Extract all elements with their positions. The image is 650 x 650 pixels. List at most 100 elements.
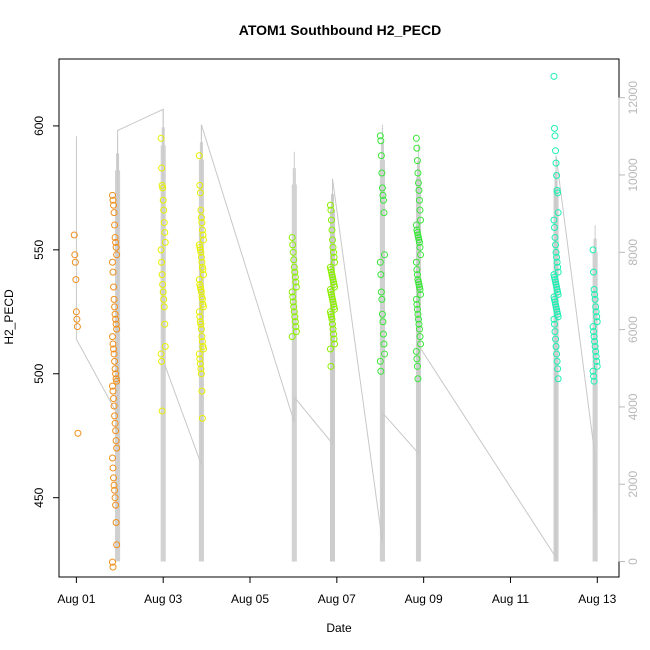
data-point: [109, 563, 117, 571]
data-point: [592, 347, 600, 355]
data-point: [414, 310, 422, 318]
data-point: [551, 233, 559, 241]
data-point: [157, 246, 165, 254]
data-point: [198, 295, 206, 303]
data-point: [331, 340, 339, 348]
data-point: [591, 343, 599, 351]
data-point: [160, 295, 168, 303]
data-point: [197, 365, 205, 373]
data-point: [554, 209, 562, 217]
data-point: [552, 159, 560, 167]
y-tick-label: 550: [32, 240, 46, 260]
data-point: [377, 288, 385, 296]
data-point: [195, 308, 203, 316]
data-point: [553, 305, 561, 313]
data-point: [291, 318, 299, 326]
data-point: [72, 308, 80, 316]
data-point: [199, 236, 207, 244]
data-point: [593, 362, 601, 370]
data-point: [590, 377, 598, 385]
data-point: [553, 350, 561, 358]
data-point: [113, 377, 121, 385]
data-point: [415, 186, 423, 194]
data-point: [378, 184, 386, 192]
data-point: [111, 494, 119, 502]
data-point: [415, 281, 423, 289]
data-point: [377, 271, 385, 279]
data-point: [288, 288, 296, 296]
data-point: [553, 283, 561, 291]
data-point: [196, 313, 204, 321]
data-point: [592, 308, 600, 316]
data-point: [550, 72, 558, 80]
data-point: [550, 271, 558, 279]
data-point: [416, 243, 424, 251]
data-point: [73, 323, 81, 331]
data-point: [110, 350, 118, 358]
data-point: [328, 236, 336, 244]
data-point: [551, 298, 559, 306]
data-point: [330, 281, 338, 289]
data-point: [327, 290, 335, 298]
data-point: [198, 293, 206, 301]
data-point: [196, 181, 204, 189]
data-point: [413, 300, 421, 308]
data-point: [197, 214, 205, 222]
data-point: [551, 328, 559, 336]
data-point: [327, 206, 335, 214]
data-point: [415, 236, 423, 244]
data-point: [326, 345, 334, 353]
data-point: [108, 258, 116, 266]
data-point: [158, 357, 166, 365]
data-point: [108, 333, 116, 341]
secondary-trace: [75, 108, 596, 560]
data-point: [591, 290, 599, 298]
data-point: [196, 246, 204, 254]
data-point: [413, 157, 421, 165]
data-point: [550, 216, 558, 224]
data-point: [197, 320, 205, 328]
data-point: [330, 253, 338, 261]
data-point: [591, 295, 599, 303]
data-point: [195, 276, 203, 284]
data-point: [327, 310, 335, 318]
data-point: [550, 273, 558, 281]
data-point: [199, 343, 207, 351]
data-point: [161, 238, 169, 246]
data-point: [158, 164, 166, 172]
data-point: [71, 258, 79, 266]
data-point: [554, 288, 562, 296]
data-point: [413, 271, 421, 279]
data-point: [112, 501, 120, 509]
data-point: [195, 350, 203, 358]
data-point: [593, 357, 601, 365]
data-point: [414, 179, 422, 187]
data-point: [413, 305, 421, 313]
y2-tick-label: 0: [626, 558, 640, 565]
data-point: [417, 216, 425, 224]
data-point: [415, 283, 423, 291]
data-point: [550, 124, 558, 132]
data-point: [554, 189, 562, 197]
x-tick-label: Aug 13: [578, 592, 616, 606]
data-point: [110, 474, 118, 482]
data-point: [196, 281, 204, 289]
data-point: [554, 263, 562, 271]
data-point: [552, 147, 560, 155]
data-point: [589, 367, 597, 375]
data-point: [380, 251, 388, 259]
data-point: [413, 144, 421, 152]
data-point: [376, 357, 384, 365]
data-point: [291, 268, 299, 276]
data-point: [550, 293, 558, 301]
data-point: [593, 313, 601, 321]
data-point: [111, 303, 119, 311]
data-point: [110, 402, 118, 410]
data-point: [328, 320, 336, 328]
x-tick-label: Aug 07: [318, 592, 356, 606]
data-point: [290, 256, 298, 264]
data-point: [74, 429, 82, 437]
data-point: [289, 241, 297, 249]
data-point: [552, 335, 560, 343]
